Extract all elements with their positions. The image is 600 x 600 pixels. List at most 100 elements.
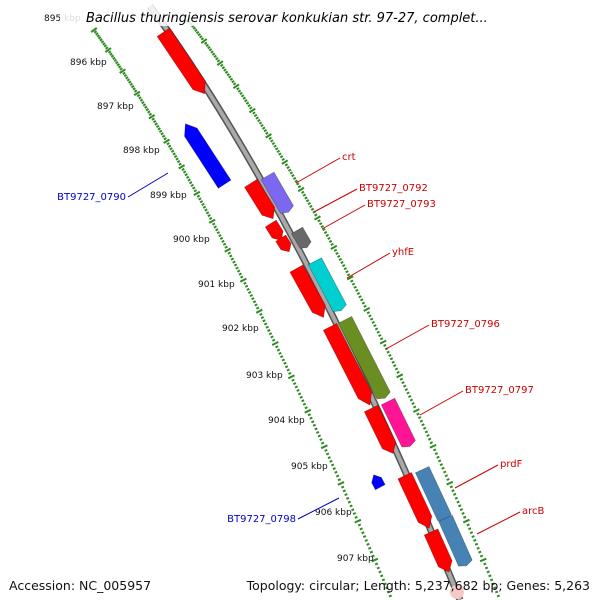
gene-feature-yhfe[interactable] <box>307 257 347 312</box>
left-ruler-tick <box>148 114 156 120</box>
cds-forward-feature[interactable] <box>397 472 433 529</box>
cds-forward-feature[interactable] <box>322 322 373 406</box>
left-ruler-tick <box>190 183 194 187</box>
gene-feature-crt[interactable] <box>260 171 294 214</box>
gene-label-bt9727-0797[interactable]: BT9727_0797 <box>465 385 534 396</box>
right-ruler-tick <box>309 204 313 208</box>
cds-forward-feature[interactable] <box>275 234 292 253</box>
left-ruler-tick <box>362 535 367 539</box>
cds-forward-feature[interactable] <box>244 178 276 220</box>
left-ruler-tick <box>181 167 185 171</box>
gene-label-bt9727-0790[interactable]: BT9727_0790 <box>57 192 126 203</box>
left-ruler-tick <box>347 500 352 504</box>
left-ruler-tick <box>302 402 307 406</box>
gene-feature-bt9727-0793[interactable] <box>290 226 312 249</box>
ruler-label-906: 906 kbp <box>315 508 352 518</box>
gene-label-crt[interactable]: crt <box>342 152 356 163</box>
left-ruler-tick <box>361 531 365 535</box>
right-ruler-tick <box>221 66 226 70</box>
cds-forward-feature[interactable] <box>264 219 284 241</box>
gene-label-bt9727-0793[interactable]: BT9727_0793 <box>367 199 436 210</box>
left-ruler-tick <box>364 538 368 542</box>
left-ruler-tick <box>240 275 244 279</box>
cds-forward-feature[interactable] <box>363 404 397 454</box>
right-ruler-tick <box>296 182 300 186</box>
left-ruler-tick <box>296 388 300 392</box>
cds-forward-feature[interactable] <box>156 27 206 95</box>
right-ruler-tick <box>426 433 430 438</box>
right-ruler-tick <box>401 381 405 385</box>
left-ruler-tick <box>113 58 118 63</box>
left-ruler-tick <box>340 485 345 489</box>
right-ruler-tick <box>346 273 351 277</box>
ruler-label-899: 899 kbp <box>150 191 187 201</box>
left-ruler-tick <box>330 463 335 467</box>
gene-label-bt9727-0792[interactable]: BT9727_0792 <box>359 183 428 194</box>
right-ruler-tick <box>379 337 384 341</box>
right-ruler-tick <box>422 426 427 430</box>
left-ruler-tick <box>170 149 175 153</box>
right-ruler-tick <box>412 405 417 409</box>
right-ruler-tick <box>255 116 259 120</box>
left-ruler-tick <box>163 137 167 141</box>
gene-feature-bt9727-0796[interactable] <box>337 315 391 400</box>
right-ruler-tick <box>379 339 387 345</box>
left-ruler-tick <box>112 56 116 60</box>
left-ruler-tick <box>103 44 108 48</box>
left-ruler-tick <box>102 42 106 46</box>
right-ruler-tick <box>429 443 437 449</box>
left-ruler-tick <box>160 132 164 136</box>
left-ruler-tick <box>310 420 315 424</box>
left-ruler-tick <box>199 200 204 204</box>
gene-label-prdf[interactable]: prdF <box>500 459 523 470</box>
right-ruler-tick <box>374 327 379 331</box>
left-ruler-tick <box>109 52 113 56</box>
right-ruler-tick <box>327 236 331 240</box>
left-ruler-tick <box>105 46 109 50</box>
right-ruler-tick <box>368 314 372 318</box>
gene-label-bt9727-0796[interactable]: BT9727_0796 <box>431 319 500 330</box>
feature-layer <box>156 27 473 599</box>
right-ruler-tick <box>417 416 422 420</box>
right-ruler-tick <box>335 251 339 255</box>
gene-feature-bt9727-0798[interactable] <box>371 474 386 491</box>
left-ruler-tick <box>152 119 157 124</box>
left-ruler-tick <box>123 73 128 78</box>
left-ruler-tick <box>145 108 150 112</box>
right-ruler-tick <box>207 45 211 50</box>
left-ruler-tick <box>271 338 276 342</box>
right-ruler-tick <box>421 423 425 427</box>
left-ruler-tick <box>207 214 211 218</box>
right-ruler-tick <box>300 190 305 194</box>
gene-feature-bt9727-0797[interactable] <box>380 397 416 448</box>
gene-feature-arcb[interactable] <box>438 514 473 567</box>
right-ruler-tick <box>393 364 397 368</box>
right-ruler-tick <box>466 523 470 527</box>
left-ruler-tick <box>229 254 233 258</box>
gene-label-yhfe[interactable]: yhfE <box>392 247 414 258</box>
left-ruler-tick <box>119 67 123 71</box>
right-ruler-tick <box>216 59 221 63</box>
gene-label-arcb[interactable]: arcB <box>522 506 545 517</box>
right-ruler-tick <box>366 311 371 315</box>
right-ruler-tick <box>239 91 243 96</box>
cds-forward-feature[interactable] <box>423 528 453 573</box>
left-ruler-tick <box>238 272 242 276</box>
left-ruler-tick <box>128 80 132 84</box>
right-ruler-tick <box>203 41 208 45</box>
gene-leader-line-bt9727-0793 <box>321 204 366 230</box>
left-ruler-tick <box>211 222 216 226</box>
left-ruler-tick <box>385 586 389 590</box>
right-ruler-tick <box>406 391 410 395</box>
cds-forward-feature[interactable] <box>289 264 326 318</box>
gene-feature-bt9727-0790[interactable] <box>184 123 232 189</box>
gene-label-bt9727-0798[interactable]: BT9727_0798 <box>227 514 296 525</box>
right-ruler-tick <box>343 267 347 271</box>
right-ruler-tick <box>353 285 357 289</box>
left-ruler-tick <box>224 247 232 253</box>
left-ruler-tick <box>383 582 387 586</box>
right-ruler-tick <box>442 470 447 474</box>
gene-label-layer: BT9727_0790 crt BT9727_0792 BT9727_0793 yhfE… <box>57 152 545 535</box>
right-ruler-tick <box>271 141 276 146</box>
